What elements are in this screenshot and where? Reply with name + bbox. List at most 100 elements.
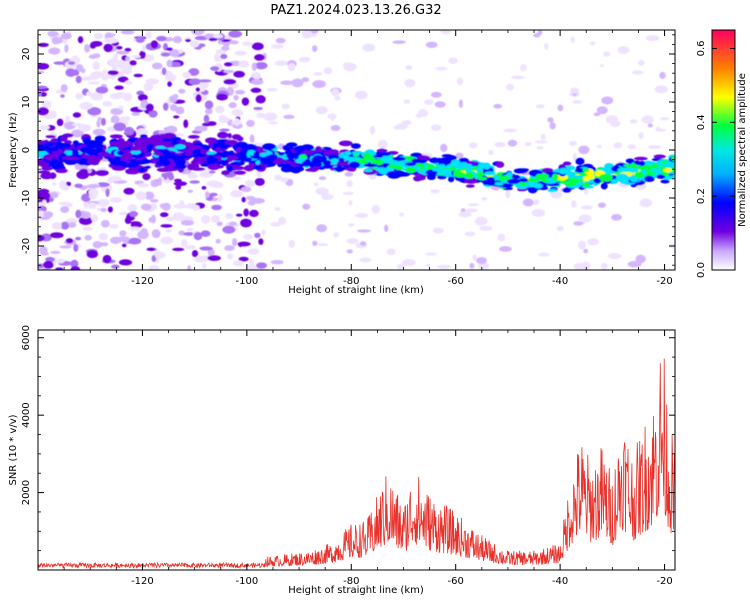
noise-blob (81, 226, 93, 231)
signal-blob (228, 155, 239, 161)
noise-blob (86, 249, 98, 259)
noise-blob (214, 105, 225, 114)
x-tick-label: -80 (343, 576, 359, 587)
noise-blob (73, 243, 79, 252)
noise-blob (251, 79, 264, 86)
noise-blob (75, 92, 84, 100)
noise-blob (116, 236, 131, 242)
signal-blob (130, 145, 141, 151)
signal-blob (493, 181, 504, 186)
signal-blob (55, 168, 68, 174)
signal-blob (51, 142, 65, 146)
noise-blob (275, 37, 286, 44)
noise-blob (80, 211, 92, 219)
noise-blob (61, 32, 72, 40)
noise-blob (639, 198, 653, 208)
noise-blob (102, 69, 108, 75)
y-tick-label: 6000 (21, 325, 32, 350)
noise-blob (570, 87, 580, 94)
noise-blob (478, 262, 490, 270)
signal-blob (220, 159, 229, 166)
noise-blob (313, 72, 323, 76)
noise-blob (192, 204, 200, 211)
noise-blob (659, 117, 670, 121)
noise-blob (581, 261, 591, 270)
noise-blob (223, 78, 237, 85)
noise-blob (102, 101, 113, 107)
noise-blob (210, 214, 220, 223)
noise-blob (434, 101, 446, 108)
x-tick-label: -100 (236, 276, 259, 287)
noise-blob (288, 239, 296, 249)
noise-blob (116, 50, 130, 55)
noise-blob (231, 109, 244, 117)
noise-blob (75, 64, 84, 72)
signal-blob (118, 144, 126, 149)
signal-blob (437, 175, 447, 180)
x-tick-label: -20 (656, 576, 672, 587)
signal-blob (413, 175, 422, 182)
noise-blob (70, 259, 79, 268)
signal-blob (116, 150, 124, 156)
signal-blob (161, 148, 170, 156)
signal-blob (501, 183, 510, 188)
signal-blob (476, 171, 484, 178)
signal-blob (600, 182, 608, 190)
signal-blob (574, 167, 585, 173)
noise-blob (60, 206, 70, 213)
noise-blob (121, 243, 127, 248)
noise-blob (203, 114, 210, 124)
noise-blob (430, 189, 440, 194)
noise-blob (596, 106, 608, 115)
signal-blob (518, 177, 529, 183)
signal-blob (312, 166, 320, 171)
noise-blob (505, 189, 511, 199)
noise-blob (104, 37, 119, 44)
noise-blob (596, 144, 603, 149)
noise-blob (216, 93, 228, 101)
signal-blob (617, 167, 631, 173)
noise-blob (223, 69, 235, 74)
noise-blob (507, 139, 518, 147)
noise-blob (116, 60, 127, 70)
noise-blob (258, 238, 264, 245)
snr-panel: -120 -100 -80 -60 -40 -20 2000 4000 6000 Height… (8, 325, 676, 596)
noise-blob (118, 105, 124, 110)
noise-blob (228, 102, 237, 109)
noise-blob (584, 187, 589, 195)
noise-blob (118, 259, 133, 266)
signal-blob (109, 134, 123, 139)
x-tick-label: -60 (448, 576, 464, 587)
noise-blob (312, 240, 318, 247)
signal-blob (350, 143, 361, 149)
noise-blob (333, 232, 340, 238)
noise-blob (497, 233, 506, 242)
signal-blob (454, 171, 466, 178)
noise-blob (78, 216, 93, 225)
noise-blob (211, 204, 222, 211)
noise-blob (354, 90, 368, 100)
noise-blob (323, 67, 333, 75)
noise-blob (77, 36, 84, 44)
noise-blob (274, 174, 282, 181)
signal-blob (465, 184, 475, 188)
noise-blob (140, 203, 152, 211)
noise-blob (232, 176, 242, 180)
noise-blob (232, 260, 244, 267)
noise-blob (578, 214, 592, 223)
noise-blob (71, 129, 84, 138)
noise-blob (425, 252, 437, 256)
signal-blob (363, 168, 373, 172)
noise-blob (131, 112, 140, 116)
noise-blob (81, 193, 92, 202)
signal-blob (226, 165, 233, 173)
colorbar-axis: 0.0 0.2 0.4 0.6 (696, 41, 735, 278)
noise-blob (63, 121, 76, 130)
signal-blob (253, 151, 260, 158)
noise-blob (603, 51, 611, 57)
noise-blob (129, 60, 137, 66)
noise-blob (105, 188, 110, 197)
noise-blob (464, 231, 476, 237)
noise-blob (469, 262, 475, 269)
